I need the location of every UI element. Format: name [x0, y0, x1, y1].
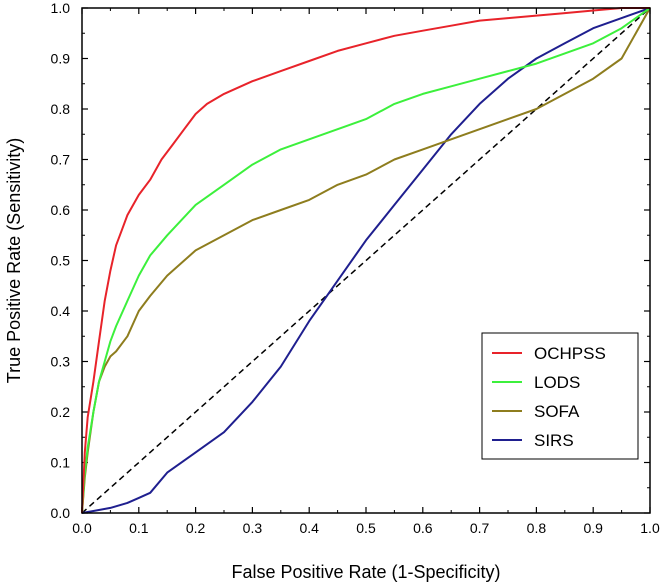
y-tick-label: 0.2: [51, 404, 71, 420]
y-tick-label: 0.1: [51, 455, 71, 471]
x-tick-label: 0.7: [470, 520, 490, 536]
y-tick-label: 1.0: [51, 0, 71, 16]
legend-label-sirs: SIRS: [534, 431, 574, 450]
reference-diagonal-line: [81, 7, 651, 514]
y-tick-label: 0.5: [51, 253, 71, 269]
x-tick-label: 0.0: [72, 520, 92, 536]
y-tick-label: 0.9: [51, 51, 71, 67]
y-axis-title: True Positive Rate (Sensitivity): [4, 138, 24, 383]
x-axis-title: False Positive Rate (1-Specificity): [231, 562, 500, 582]
tick-layer: 0.0 0.1 0.2 0.3 0.4 0.5 0.6 0.7 0.8 0.9 1.0 0.0 0.1 0…: [51, 0, 660, 536]
x-tick-label: 0.9: [583, 520, 603, 536]
x-tick-label: 1.0: [640, 520, 660, 536]
x-tick-label: 0.2: [186, 520, 206, 536]
series-line-lods: [81, 7, 651, 514]
x-tick-label: 0.4: [299, 520, 319, 536]
y-tick-label: 0.7: [51, 152, 71, 168]
y-tick-label: 0.4: [51, 303, 71, 319]
y-tick-label: 0.6: [51, 202, 71, 218]
series-line-ochpss: [81, 7, 650, 514]
x-tick-label: 0.5: [356, 520, 376, 536]
y-tick-label: 0.0: [51, 505, 71, 521]
legend-label-lods: LODS: [534, 373, 580, 392]
series-line-sirs: [81, 7, 651, 514]
x-tick-label: 0.3: [243, 520, 263, 536]
legend-label-sofa: SOFA: [534, 402, 580, 421]
series-layer: [81, 7, 651, 514]
legend: OCHPSS LODS SOFA SIRS: [481, 332, 639, 460]
y-tick-label: 0.3: [51, 354, 71, 370]
x-tick-label: 0.6: [413, 520, 433, 536]
plot-frame: [81, 7, 651, 514]
x-tick-label: 0.8: [527, 520, 547, 536]
y-tick-label: 0.8: [51, 101, 71, 117]
x-tick-label: 0.1: [129, 520, 149, 536]
legend-label-ochpss: OCHPSS: [534, 344, 606, 363]
